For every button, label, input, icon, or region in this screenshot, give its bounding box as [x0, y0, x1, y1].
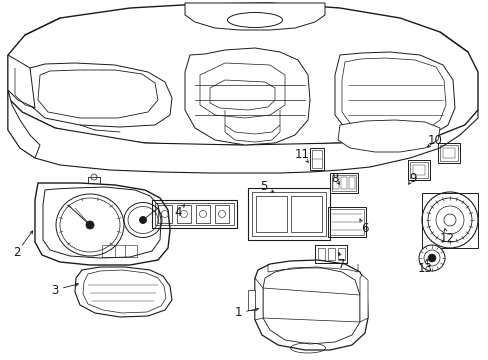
Bar [196, 205, 209, 223]
Bar [215, 205, 228, 223]
Polygon shape [254, 278, 263, 320]
Bar [311, 150, 321, 168]
Bar [158, 205, 172, 223]
Bar [329, 173, 357, 193]
Bar [412, 165, 424, 175]
Circle shape [139, 216, 146, 224]
Text: 12: 12 [439, 231, 453, 244]
Bar [251, 192, 325, 236]
Text: 6: 6 [361, 221, 368, 234]
Circle shape [427, 254, 435, 262]
Bar [340, 177, 346, 189]
Polygon shape [8, 90, 40, 158]
Polygon shape [43, 187, 161, 258]
Text: 11: 11 [294, 148, 309, 162]
Circle shape [443, 214, 455, 226]
Polygon shape [8, 55, 35, 108]
Text: 1: 1 [234, 306, 241, 320]
Bar [409, 162, 427, 178]
Bar [437, 143, 459, 163]
Bar [177, 205, 191, 223]
Polygon shape [38, 70, 158, 118]
Polygon shape [209, 80, 274, 110]
Polygon shape [8, 3, 477, 145]
Text: 10: 10 [427, 134, 442, 147]
Polygon shape [247, 290, 254, 310]
Polygon shape [184, 48, 309, 145]
Polygon shape [30, 63, 172, 127]
Polygon shape [263, 267, 359, 344]
Text: 5: 5 [260, 180, 267, 194]
Text: 3: 3 [51, 284, 59, 297]
Text: 9: 9 [408, 171, 416, 184]
Text: 4: 4 [174, 207, 182, 220]
Circle shape [418, 245, 444, 271]
Bar [348, 177, 354, 189]
Bar [327, 248, 334, 260]
Polygon shape [341, 58, 445, 134]
Bar [331, 175, 355, 191]
Bar [329, 209, 363, 235]
Polygon shape [35, 183, 170, 265]
Text: 8: 8 [331, 171, 338, 184]
Text: 13: 13 [417, 261, 431, 274]
Bar [256, 196, 286, 232]
Polygon shape [184, 3, 325, 30]
Bar [327, 207, 365, 237]
Bar [332, 177, 338, 189]
Bar [247, 188, 329, 240]
Circle shape [421, 192, 477, 248]
Text: 2: 2 [13, 246, 20, 258]
Bar [290, 196, 321, 232]
Bar [309, 148, 324, 170]
Polygon shape [8, 98, 477, 173]
Bar [407, 160, 429, 180]
Bar [337, 248, 345, 260]
Polygon shape [337, 120, 439, 152]
Bar [155, 203, 234, 225]
Text: 7: 7 [338, 257, 345, 270]
Bar [317, 248, 325, 260]
Bar [314, 245, 346, 263]
Polygon shape [359, 275, 367, 322]
Circle shape [86, 221, 94, 229]
Polygon shape [254, 260, 367, 350]
Bar [439, 145, 457, 161]
Bar [152, 200, 237, 228]
Bar [442, 148, 454, 158]
Bar [102, 245, 137, 257]
Polygon shape [83, 270, 165, 313]
Polygon shape [75, 267, 172, 317]
Polygon shape [334, 52, 454, 140]
Polygon shape [200, 63, 285, 118]
